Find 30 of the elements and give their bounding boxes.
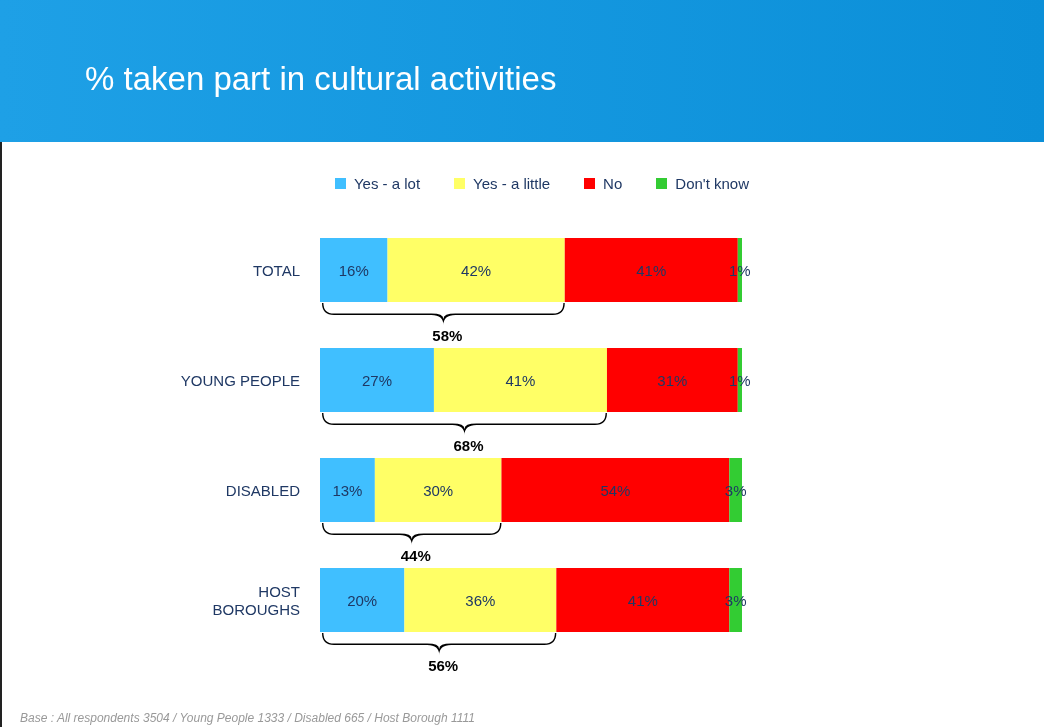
- data-label: 27%: [361, 371, 392, 389]
- y-tick-label: HOST BOROUGHS: [212, 582, 300, 618]
- annotation: 44%: [400, 547, 431, 564]
- data-label: 41%: [505, 371, 536, 389]
- annotation: 68%: [453, 437, 484, 454]
- data-label: 30%: [423, 481, 454, 499]
- data-label: 36%: [465, 591, 496, 609]
- bar: [320, 458, 375, 522]
- chart-title: % taken part in cultural activities: [85, 60, 557, 98]
- bar: [320, 238, 388, 302]
- y-tick-label: DISABLED: [225, 481, 301, 499]
- legend-label: Yes - a little: [473, 175, 551, 192]
- data-label: 31%: [657, 371, 688, 389]
- data-label: 20%: [347, 591, 378, 609]
- data-label: 54%: [600, 481, 631, 499]
- text: 56%: [428, 657, 459, 674]
- data-label: 1%: [729, 371, 751, 389]
- y-tick-label: TOTAL: [253, 261, 300, 279]
- legend-label: No: [603, 175, 623, 192]
- data-label: 1%: [729, 261, 751, 279]
- text: Base : All respondents 3504 / Young People 1333 / Disabled 665 / Host Borough 1111: [20, 711, 475, 725]
- legend-label: Yes - a lot: [353, 175, 421, 192]
- data-label: 16%: [338, 261, 369, 279]
- annotation: 58%: [432, 327, 463, 344]
- data-label: 41%: [627, 591, 658, 609]
- data-label: 41%: [636, 261, 667, 279]
- y-tick-label: YOUNG PEOPLE: [180, 371, 300, 389]
- legend-label: Don't know: [675, 175, 750, 192]
- data-label: 13%: [332, 481, 363, 499]
- data-label: 42%: [461, 261, 492, 279]
